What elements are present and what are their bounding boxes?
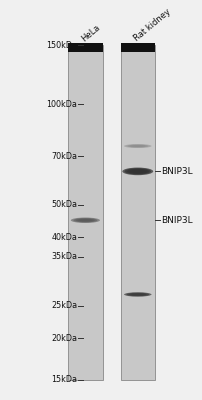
Text: 50kDa: 50kDa (51, 200, 77, 210)
Ellipse shape (128, 293, 146, 296)
Text: 20kDa: 20kDa (51, 334, 77, 342)
Ellipse shape (123, 144, 151, 148)
Ellipse shape (126, 293, 148, 296)
Ellipse shape (126, 169, 148, 174)
Bar (120, 43, 154, 52)
Text: 150kDa: 150kDa (46, 41, 77, 50)
Ellipse shape (76, 219, 94, 222)
Ellipse shape (70, 218, 99, 223)
Text: 15kDa: 15kDa (51, 375, 77, 384)
Ellipse shape (73, 218, 97, 222)
Text: 70kDa: 70kDa (51, 152, 77, 160)
Text: HeLa: HeLa (79, 23, 101, 43)
Ellipse shape (130, 145, 144, 147)
Text: 100kDa: 100kDa (46, 100, 77, 109)
Ellipse shape (130, 170, 144, 173)
Ellipse shape (122, 168, 153, 175)
Ellipse shape (123, 292, 151, 297)
Bar (68, 43, 102, 52)
Ellipse shape (124, 168, 150, 174)
Text: BNIP3L: BNIP3L (160, 216, 192, 225)
Text: 35kDa: 35kDa (51, 252, 77, 261)
Text: 25kDa: 25kDa (51, 301, 77, 310)
Bar (120, 45, 154, 380)
Text: BNIP3L: BNIP3L (160, 167, 192, 176)
Text: 40kDa: 40kDa (51, 233, 77, 242)
Ellipse shape (131, 294, 144, 295)
Text: Rat kidney: Rat kidney (131, 8, 171, 43)
Ellipse shape (78, 219, 92, 221)
Ellipse shape (128, 169, 146, 173)
Bar (68, 45, 102, 380)
Ellipse shape (127, 145, 148, 148)
